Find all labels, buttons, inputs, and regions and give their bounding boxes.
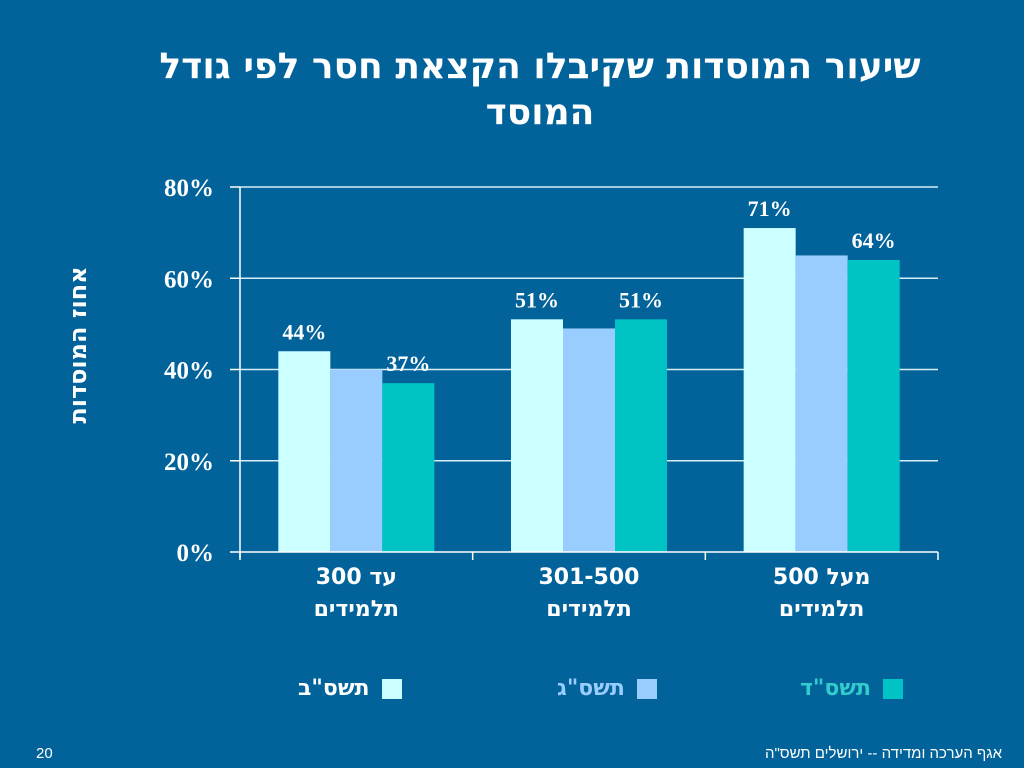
- x-category-label-line1: מעל 500: [772, 565, 871, 590]
- x-category-label: מעל 500 תלמידים: [707, 562, 937, 626]
- legend-swatch-2: [883, 678, 904, 699]
- data-label: 71%: [748, 196, 792, 221]
- data-label: 51%: [619, 287, 663, 312]
- y-tick-label: 40%: [164, 358, 214, 385]
- bar: [382, 383, 435, 552]
- legend-swatch-1: [636, 678, 657, 699]
- legend-label-1: תשס"ג: [557, 676, 625, 701]
- bar: [330, 369, 383, 552]
- page-number: 20: [36, 745, 53, 762]
- legend-item-0: תשס"ב: [298, 676, 402, 701]
- x-category-label-line1: עד 300: [315, 565, 397, 590]
- bar: [563, 328, 615, 552]
- y-tick-label: 80%: [164, 175, 214, 202]
- bar: [743, 228, 796, 552]
- data-label: 44%: [282, 319, 326, 344]
- legend-label-0: תשס"ב: [298, 676, 370, 701]
- bar: [795, 255, 848, 552]
- legend-item-2: תשס"ד: [800, 676, 904, 701]
- legend-item-1: תשס"ג: [557, 676, 657, 701]
- data-label: 64%: [852, 228, 896, 253]
- x-category-label-line2: תלמידים: [313, 597, 400, 622]
- x-category-label: 301-500 תלמידים: [474, 562, 704, 626]
- bar: [847, 260, 900, 552]
- x-category-label-line2: תלמידים: [546, 597, 632, 622]
- y-tick-label: 60%: [164, 266, 214, 293]
- legend-label-2: תשס"ד: [800, 676, 872, 701]
- y-tick-label: 20%: [164, 449, 214, 476]
- x-category-label-line1: 301-500: [538, 565, 640, 590]
- data-label: 37%: [386, 351, 430, 376]
- legend-swatch-0: [381, 678, 402, 699]
- y-tick-label: 0%: [177, 540, 215, 567]
- slide-title: שיעור המוסדות שקיבלו הקצאת חסר לפי גודל …: [159, 46, 921, 133]
- footer-text: אגף הערכה ומדידה -- ירושלים תשס"ה: [764, 745, 1002, 762]
- x-category-label: עד 300 תלמידים: [241, 562, 471, 626]
- bar: [511, 319, 563, 552]
- data-label: 51%: [515, 287, 559, 312]
- x-category-label-line2: תלמידים: [778, 597, 865, 622]
- bar: [615, 319, 667, 552]
- bar: [278, 351, 331, 552]
